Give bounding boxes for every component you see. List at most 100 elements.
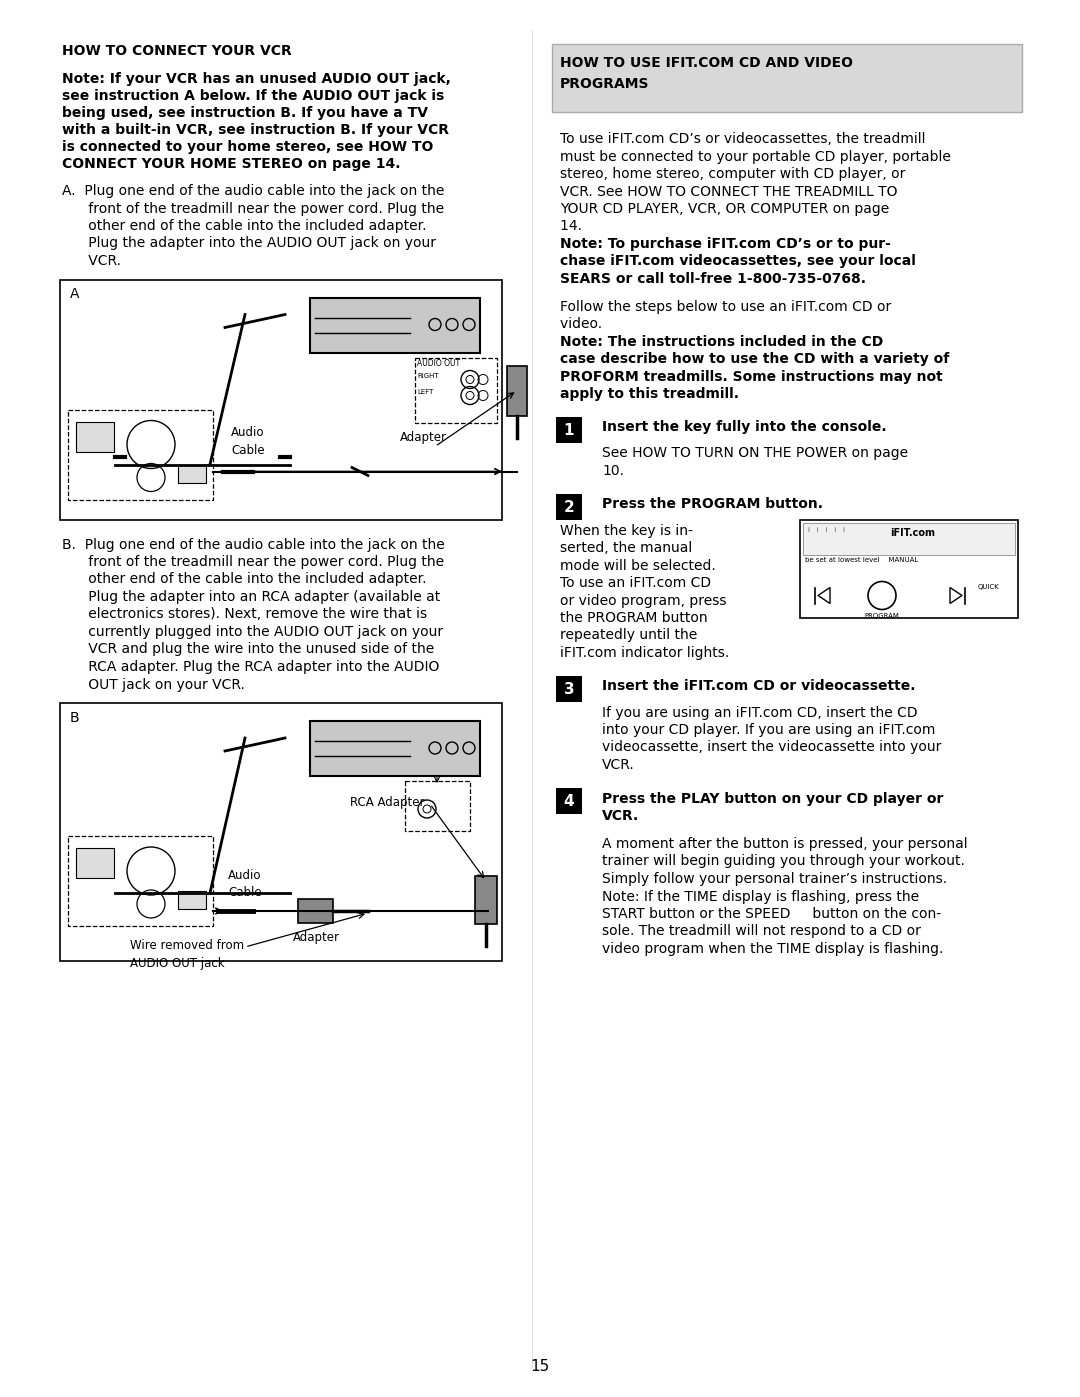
Text: Cable: Cable	[228, 886, 261, 900]
Text: Audio: Audio	[228, 869, 261, 882]
Text: PROFORM treadmills. Some instructions may not: PROFORM treadmills. Some instructions ma…	[561, 369, 943, 384]
Text: VCR.: VCR.	[602, 759, 635, 773]
Bar	[178, 464, 206, 482]
Text: A.  Plug one end of the audio cable into the jack on the: A. Plug one end of the audio cable into …	[62, 184, 444, 198]
Bar	[405, 781, 470, 831]
Text: START button or the SPEED     button on the con-: START button or the SPEED button on the …	[602, 907, 941, 921]
Text: If you are using an iFIT.com CD, insert the CD: If you are using an iFIT.com CD, insert …	[602, 705, 918, 719]
Text: CONNECT YOUR HOME STEREO on page 14.: CONNECT YOUR HOME STEREO on page 14.	[62, 156, 401, 170]
Text: chase iFIT.com videocassettes, see your local: chase iFIT.com videocassettes, see your …	[561, 254, 916, 268]
Text: 4: 4	[564, 793, 575, 809]
Text: To use an iFIT.com CD: To use an iFIT.com CD	[561, 576, 711, 590]
Text: RCA adapter. Plug the RCA adapter into the AUDIO: RCA adapter. Plug the RCA adapter into t…	[62, 659, 440, 673]
Text: repeatedly until the: repeatedly until the	[561, 629, 698, 643]
Text: or video program, press: or video program, press	[561, 594, 727, 608]
Text: sole. The treadmill will not respond to a CD or: sole. The treadmill will not respond to …	[602, 925, 921, 939]
Text: serted, the manual: serted, the manual	[561, 541, 692, 555]
Text: into your CD player. If you are using an iFIT.com: into your CD player. If you are using an…	[602, 724, 935, 738]
Bar	[68, 835, 213, 926]
Text: VCR.: VCR.	[602, 809, 639, 823]
Text: Wire removed from: Wire removed from	[130, 939, 244, 951]
Text: AUDIO OUT jack: AUDIO OUT jack	[130, 957, 225, 970]
Bar	[310, 721, 480, 775]
Bar	[552, 43, 1022, 112]
Text: must be connected to your portable CD player, portable: must be connected to your portable CD pl…	[561, 149, 950, 163]
Text: PROGRAMS: PROGRAMS	[561, 77, 649, 91]
Text: other end of the cable into the included adapter.: other end of the cable into the included…	[62, 573, 427, 587]
Text: currently plugged into the AUDIO OUT jack on your: currently plugged into the AUDIO OUT jac…	[62, 624, 443, 638]
Text: Plug the adapter into an RCA adapter (available at: Plug the adapter into an RCA adapter (av…	[62, 590, 441, 604]
Bar	[60, 703, 502, 961]
Text: stereo, home stereo, computer with CD player, or: stereo, home stereo, computer with CD pl…	[561, 168, 905, 182]
Text: 2: 2	[564, 500, 575, 515]
Text: be set at lowest level    MANUAL: be set at lowest level MANUAL	[805, 557, 918, 563]
Text: Insert the iFIT.com CD or videocassette.: Insert the iFIT.com CD or videocassette.	[602, 679, 916, 693]
Text: 3: 3	[564, 682, 575, 697]
Bar	[556, 416, 582, 443]
Text: see instruction A below. If the AUDIO OUT jack is: see instruction A below. If the AUDIO OU…	[62, 89, 444, 103]
Text: videocassette, insert the videocassette into your: videocassette, insert the videocassette …	[602, 740, 942, 754]
Bar	[415, 358, 497, 422]
Text: Note: If your VCR has an unused AUDIO OUT jack,: Note: If your VCR has an unused AUDIO OU…	[62, 73, 450, 87]
Text: Note: The instructions included in the CD: Note: The instructions included in the C…	[561, 334, 883, 348]
Text: with a built-in VCR, see instruction B. If your VCR: with a built-in VCR, see instruction B. …	[62, 123, 449, 137]
Text: Press the PLAY button on your CD player or: Press the PLAY button on your CD player …	[602, 792, 943, 806]
Text: PROGRAM: PROGRAM	[865, 612, 900, 619]
Text: 1: 1	[564, 423, 575, 439]
Text: Adapter: Adapter	[400, 432, 447, 444]
Bar	[310, 298, 480, 352]
Text: VCR and plug the wire into the unused side of the: VCR and plug the wire into the unused si…	[62, 643, 434, 657]
Text: Press the PROGRAM button.: Press the PROGRAM button.	[602, 497, 823, 511]
Text: QUICK: QUICK	[978, 584, 1000, 591]
Text: Note: To purchase iFIT.com CD’s or to pur-: Note: To purchase iFIT.com CD’s or to pu…	[561, 237, 891, 251]
Text: YOUR CD PLAYER, VCR, OR COMPUTER on page: YOUR CD PLAYER, VCR, OR COMPUTER on page	[561, 203, 889, 217]
Text: SEARS or call toll-free 1-800-735-0768.: SEARS or call toll-free 1-800-735-0768.	[561, 272, 866, 286]
Text: front of the treadmill near the power cord. Plug the: front of the treadmill near the power co…	[62, 201, 444, 215]
Text: A moment after the button is pressed, your personal: A moment after the button is pressed, yo…	[602, 837, 968, 851]
Text: LEFT: LEFT	[417, 390, 433, 395]
Bar	[556, 788, 582, 813]
Text: case describe how to use the CD with a variety of: case describe how to use the CD with a v…	[561, 352, 949, 366]
Text: iFIT.com: iFIT.com	[890, 528, 935, 538]
Bar	[804, 522, 1015, 555]
Bar	[60, 279, 502, 520]
Text: Cable: Cable	[231, 443, 265, 457]
Text: iFIT.com indicator lights.: iFIT.com indicator lights.	[561, 645, 729, 659]
Text: being used, see instruction B. If you have a TV: being used, see instruction B. If you ha…	[62, 106, 428, 120]
Text: VCR. See HOW TO CONNECT THE TREADMILL TO: VCR. See HOW TO CONNECT THE TREADMILL TO	[561, 184, 897, 198]
Text: See HOW TO TURN ON THE POWER on page: See HOW TO TURN ON THE POWER on page	[602, 447, 908, 461]
Text: Follow the steps below to use an iFIT.com CD or: Follow the steps below to use an iFIT.co…	[561, 299, 891, 313]
Bar	[76, 848, 114, 877]
Bar	[68, 409, 213, 500]
Text: AUDIO OUT: AUDIO OUT	[417, 359, 460, 369]
Text: 10.: 10.	[602, 464, 624, 478]
Bar	[76, 422, 114, 451]
Bar	[800, 520, 1018, 617]
Bar	[556, 493, 582, 520]
Text: HOW TO CONNECT YOUR VCR: HOW TO CONNECT YOUR VCR	[62, 43, 292, 59]
Text: A: A	[70, 288, 80, 302]
Text: Note: If the TIME display is flashing, press the: Note: If the TIME display is flashing, p…	[602, 890, 919, 904]
Bar	[556, 676, 582, 701]
Text: other end of the cable into the included adapter.: other end of the cable into the included…	[62, 219, 427, 233]
Text: VCR.: VCR.	[62, 254, 121, 268]
Text: trainer will begin guiding you through your workout.: trainer will begin guiding you through y…	[602, 855, 964, 869]
Bar	[298, 900, 333, 923]
Text: Adapter: Adapter	[293, 930, 340, 944]
Text: mode will be selected.: mode will be selected.	[561, 559, 716, 573]
Text: electronics stores). Next, remove the wire that is: electronics stores). Next, remove the wi…	[62, 608, 427, 622]
Text: apply to this treadmill.: apply to this treadmill.	[561, 387, 739, 401]
Text: B: B	[70, 711, 80, 725]
Text: When the key is in-: When the key is in-	[561, 524, 693, 538]
Text: B.  Plug one end of the audio cable into the jack on the: B. Plug one end of the audio cable into …	[62, 538, 445, 552]
Text: RIGHT: RIGHT	[417, 373, 438, 380]
Text: Audio: Audio	[231, 426, 265, 440]
Text: Insert the key fully into the console.: Insert the key fully into the console.	[602, 420, 887, 434]
Text: Plug the adapter into the AUDIO OUT jack on your: Plug the adapter into the AUDIO OUT jack…	[62, 236, 436, 250]
Text: i   i   i   i   i: i i i i i	[808, 528, 845, 534]
Text: 14.: 14.	[561, 219, 586, 233]
Bar	[475, 876, 497, 923]
Text: video program when the TIME display is flashing.: video program when the TIME display is f…	[602, 942, 943, 956]
Text: To use iFIT.com CD’s or videocassettes, the treadmill: To use iFIT.com CD’s or videocassettes, …	[561, 131, 926, 147]
Text: 15: 15	[530, 1359, 550, 1375]
